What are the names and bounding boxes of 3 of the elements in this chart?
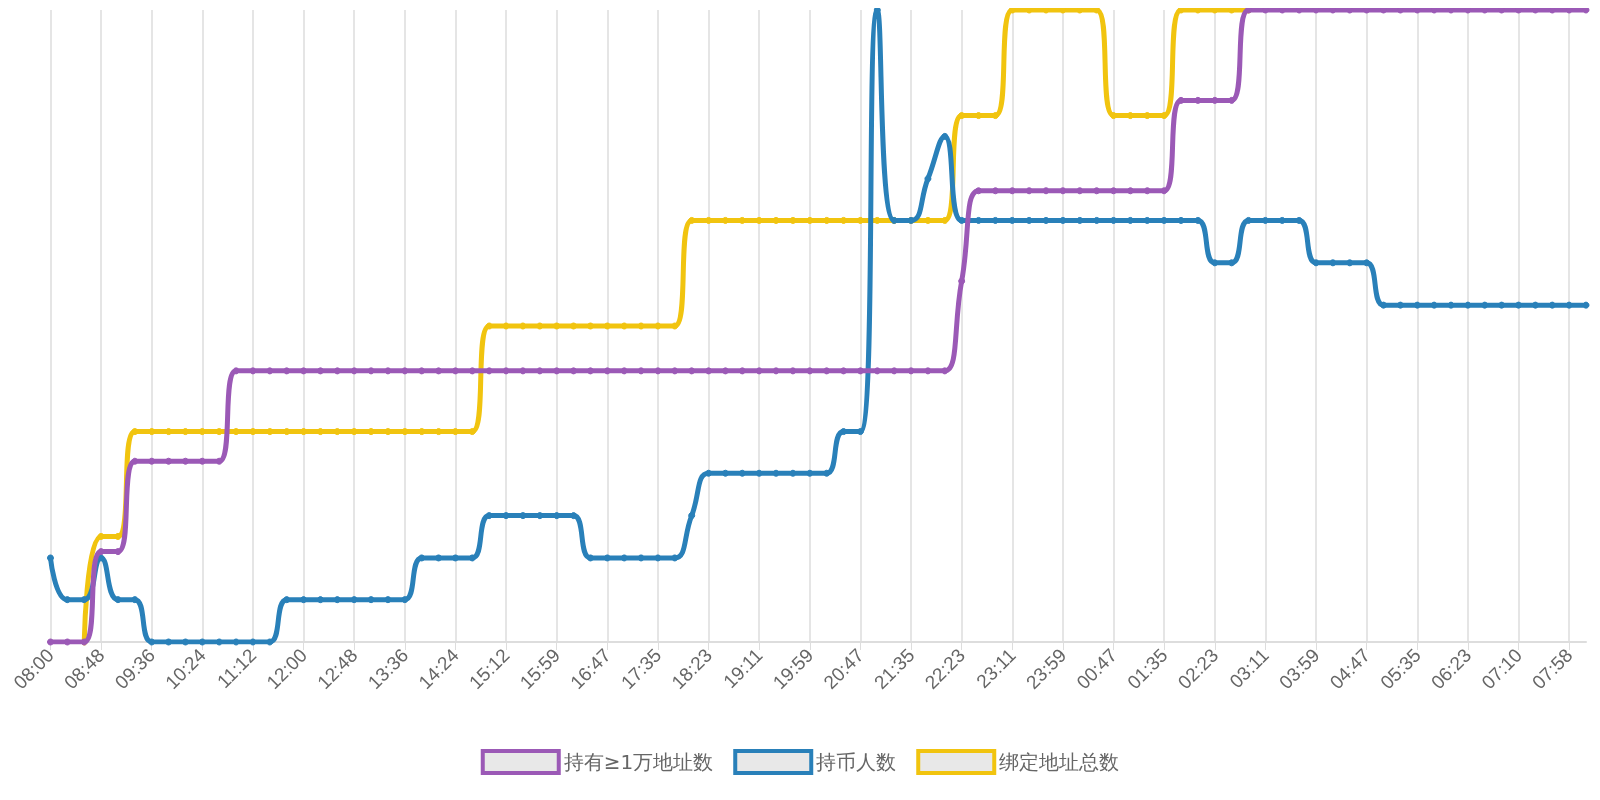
legend-label: 持有≥1万地址数 bbox=[563, 750, 714, 774]
legend-label: 持币人数 bbox=[816, 750, 897, 774]
legend-label: 绑定地址总数 bbox=[999, 750, 1120, 774]
